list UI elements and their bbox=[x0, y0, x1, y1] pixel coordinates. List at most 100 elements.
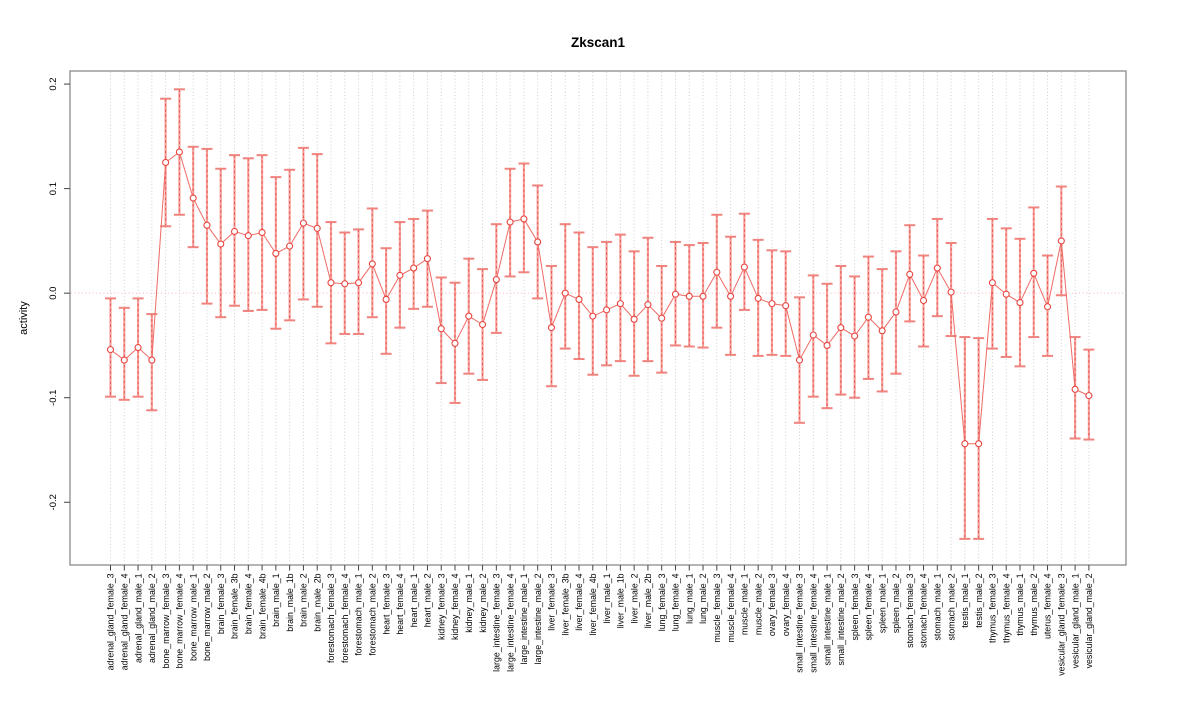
data-point bbox=[947, 288, 955, 296]
x-category-label: bone_marrow_female_4 bbox=[175, 573, 185, 668]
data-point bbox=[175, 148, 183, 156]
data-point bbox=[148, 356, 156, 364]
data-point bbox=[354, 279, 363, 287]
x-category-label: adrenal_gland_male_1 bbox=[133, 573, 143, 663]
x-category-label: brain_male_1b bbox=[285, 573, 295, 631]
data-point bbox=[244, 232, 252, 240]
x-category-label: kidney_male_2 bbox=[478, 573, 488, 632]
data-point bbox=[603, 306, 611, 314]
x-category-label: liver_male_1 bbox=[602, 573, 612, 623]
data-point bbox=[423, 255, 431, 263]
y-tick-label: 0.0 bbox=[48, 287, 59, 300]
data-point bbox=[465, 312, 473, 320]
x-category-label: spleen_female_3 bbox=[850, 573, 860, 640]
x-category-label: large_intestine_male_1 bbox=[519, 573, 529, 664]
y-tick-label: -0.2 bbox=[48, 494, 59, 510]
x-category-label: brain_male_2 bbox=[299, 573, 309, 626]
data-point bbox=[906, 270, 914, 278]
data-point bbox=[1043, 303, 1052, 311]
data-point bbox=[479, 320, 487, 329]
data-point bbox=[644, 301, 652, 309]
x-category-label: forestomach_male_2 bbox=[368, 573, 378, 655]
data-point bbox=[410, 264, 418, 272]
y-tick-label: 0.2 bbox=[48, 77, 59, 90]
x-category-label: forestomach_male_1 bbox=[354, 573, 364, 655]
x-category-label: thymus_female_3 bbox=[988, 573, 998, 643]
x-category-label: vesicular_gland_male_2 bbox=[1084, 573, 1094, 668]
data-point bbox=[837, 324, 845, 332]
data-point bbox=[1071, 385, 1079, 393]
data-point bbox=[975, 440, 983, 448]
x-category-label: brain_male_1 bbox=[271, 573, 281, 626]
data-point bbox=[1002, 290, 1010, 298]
x-category-label: liver_male_1b bbox=[616, 573, 626, 628]
data-point bbox=[630, 315, 638, 323]
data-point bbox=[961, 440, 969, 448]
data-point bbox=[1057, 237, 1065, 245]
x-category-label: small_intestine_female_4 bbox=[808, 573, 818, 672]
x-category-label: small_intestine_male_2 bbox=[836, 573, 846, 665]
series-line bbox=[110, 151, 1090, 445]
data-point bbox=[988, 279, 996, 287]
x-category-label: ovary_female_3 bbox=[767, 573, 777, 636]
data-point bbox=[217, 240, 225, 248]
x-category-label: brain_male_2b bbox=[312, 573, 322, 631]
x-category-label: brain_female_4b bbox=[257, 573, 267, 639]
x-category-label: muscle_female_3 bbox=[712, 573, 722, 642]
x-category-label: bone_marrow_male_1 bbox=[188, 573, 198, 661]
data-point bbox=[272, 249, 280, 257]
x-category-label: brain_female_4 bbox=[244, 573, 254, 634]
x-category-label: small_intestine_male_1 bbox=[822, 573, 832, 665]
data-point bbox=[892, 308, 900, 316]
x-category-label: vesicular_gland_female_3 bbox=[1057, 573, 1067, 675]
data-point bbox=[368, 260, 376, 268]
x-category-label: large_intestine_female_4 bbox=[505, 573, 515, 671]
data-point bbox=[727, 292, 735, 300]
x-category-label: liver_female_3b bbox=[560, 573, 570, 635]
data-point bbox=[520, 215, 528, 223]
x-category-label: bone_marrow_female_3 bbox=[161, 573, 171, 668]
data-point bbox=[506, 218, 514, 226]
data-point bbox=[327, 279, 335, 287]
x-category-label: bone_marrow_male_2 bbox=[202, 573, 212, 661]
x-category-label: lung_male_2 bbox=[698, 573, 708, 623]
x-category-label: liver_female_4b bbox=[588, 573, 598, 635]
x-category-label: stomach_female_4 bbox=[919, 573, 929, 647]
data-point bbox=[189, 194, 197, 202]
x-category-label: large_intestine_female_3 bbox=[492, 573, 502, 671]
data-point bbox=[547, 324, 556, 332]
x-category-label: ovary_female_4 bbox=[781, 573, 791, 636]
x-category-label: muscle_male_1 bbox=[740, 573, 750, 635]
plot-frame bbox=[69, 70, 1127, 566]
data-point bbox=[492, 276, 500, 284]
x-category-label: large_intestine_male_2 bbox=[533, 573, 543, 664]
data-point bbox=[396, 271, 404, 279]
x-category-label: thymus_male_1 bbox=[1015, 573, 1025, 635]
x-category-label: thymus_male_2 bbox=[1029, 573, 1039, 635]
data-point bbox=[258, 228, 266, 237]
x-category-label: adrenal_gland_male_2 bbox=[147, 573, 157, 663]
x-category-label: kidney_female_4 bbox=[450, 573, 460, 640]
x-category-label: uterus_female_4 bbox=[1043, 573, 1053, 639]
x-category-label: lung_female_3 bbox=[657, 573, 667, 631]
x-category-label: muscle_male_2 bbox=[753, 573, 763, 635]
data-point bbox=[754, 294, 762, 302]
data-point bbox=[106, 346, 115, 354]
data-point bbox=[286, 242, 294, 250]
data-point bbox=[864, 313, 872, 321]
x-category-label: heart_male_2 bbox=[423, 573, 433, 627]
x-category-label: brain_female_3b bbox=[230, 573, 240, 639]
x-category-label: testis_male_2 bbox=[974, 573, 984, 627]
y-tick-label: 0.1 bbox=[48, 182, 59, 195]
data-point bbox=[313, 224, 321, 232]
x-category-label: small_intestine_female_3 bbox=[795, 573, 805, 672]
data-point bbox=[120, 356, 128, 364]
x-category-label: spleen_male_2 bbox=[891, 573, 901, 633]
x-category-label: spleen_male_1 bbox=[877, 573, 887, 633]
data-point bbox=[341, 280, 349, 288]
data-point bbox=[851, 332, 859, 340]
data-point bbox=[437, 325, 445, 333]
data-point bbox=[740, 263, 748, 271]
